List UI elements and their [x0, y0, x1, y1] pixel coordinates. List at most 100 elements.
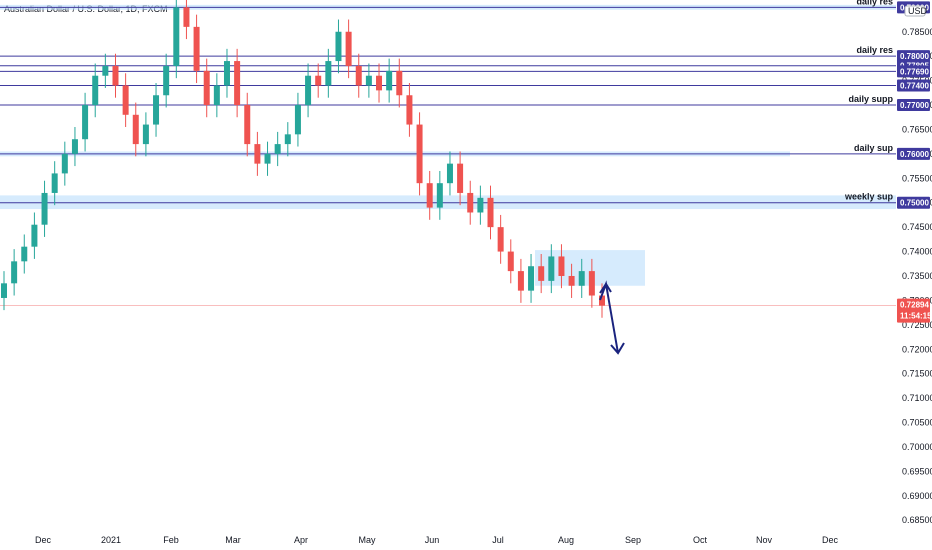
price-tag-label: 0.77690	[900, 67, 929, 76]
candle-body	[406, 95, 413, 125]
price-tag-bg	[897, 147, 930, 160]
x-tick-label: Dec	[822, 535, 839, 545]
candle-body	[365, 75, 372, 86]
candle-body	[355, 65, 362, 86]
candle-body	[21, 246, 28, 262]
candle-body	[122, 85, 129, 115]
candle-body	[112, 65, 119, 86]
forecast-arrow-layer	[599, 280, 625, 355]
candle-body	[446, 163, 453, 184]
level-label-6: weekly sup	[844, 192, 894, 202]
candle-body	[264, 153, 271, 164]
candle-body	[507, 251, 514, 272]
price-tag-bg	[897, 50, 930, 63]
candle-body	[386, 70, 393, 91]
candle-body	[528, 266, 535, 291]
candle-body	[315, 75, 322, 86]
candle-body	[61, 153, 68, 174]
y-tick-label: 0.72000	[902, 344, 932, 354]
y-tick-label: 0.76500	[902, 124, 932, 134]
candle-body	[426, 183, 433, 208]
candle-body	[538, 266, 545, 281]
current-price-tag-bg	[897, 298, 930, 323]
candle-body	[213, 85, 220, 106]
x-tick-label: May	[358, 535, 376, 545]
time-axis: Dec 2021 Feb Mar Apr May Jun Jul Aug Sep Oct Nov Dec	[35, 535, 839, 545]
candle-body	[568, 275, 575, 286]
x-tick-label: Nov	[756, 535, 773, 545]
x-tick-label: Apr	[294, 535, 308, 545]
x-tick-label: Dec	[35, 535, 52, 545]
y-tick-label: 0.72500	[902, 320, 932, 330]
x-tick-label: 2021	[101, 535, 121, 545]
candle-body	[396, 70, 403, 96]
current-price-value: 0.72894	[900, 301, 929, 310]
price-tag-label: 0.75000	[900, 199, 929, 208]
y-tick-label: 0.74500	[902, 222, 932, 232]
candle-body	[102, 65, 109, 76]
candle-body	[11, 261, 18, 284]
x-tick-label: Jun	[425, 535, 440, 545]
price-tag-bg	[897, 79, 930, 92]
price-tags-layer: 0.780000.778050.776900.774000.770000.760…	[897, 1, 932, 323]
zones-layer	[0, 4, 896, 286]
candle-body	[578, 271, 585, 286]
candle-body	[294, 105, 301, 135]
x-tick-label: Jul	[492, 535, 504, 545]
y-tick-label: 0.68500	[902, 515, 932, 525]
x-tick-label: Sep	[625, 535, 641, 545]
y-tick-label: 0.71500	[902, 369, 932, 379]
currency-badge: USD	[908, 6, 928, 16]
candle-body	[51, 173, 58, 193]
y-tick-label: 0.78500	[902, 27, 932, 37]
candle-body	[1, 283, 7, 298]
candle-body	[376, 75, 383, 91]
y-tick-label: 0.71000	[902, 393, 932, 403]
candle-body	[477, 197, 484, 213]
level-label-4: daily supp	[848, 94, 893, 104]
y-tick-label: 0.75500	[902, 173, 932, 183]
y-tick-label: 0.69500	[902, 466, 932, 476]
price-tag-bg	[897, 65, 930, 78]
level-label-0: daily res	[856, 45, 893, 55]
candle-body	[467, 192, 474, 213]
candle-body	[457, 163, 464, 193]
candle-body	[548, 256, 555, 281]
currency-badge-bg	[904, 5, 926, 17]
levels-layer: daily res daily supp daily sup weekly sup da…	[0, 0, 896, 306]
candle-body	[234, 61, 241, 106]
candle-body	[588, 271, 595, 296]
candle-body	[305, 75, 312, 106]
candle-body	[142, 124, 149, 145]
countdown-value: 11:54:15	[900, 312, 932, 321]
x-tick-label: Oct	[693, 535, 708, 545]
price-axis-bg	[896, 0, 932, 550]
x-tick-label: Mar	[225, 535, 241, 545]
y-tick-label: 0.73500	[902, 271, 932, 281]
candles-layer	[1, 0, 605, 318]
forecast-arrow	[599, 280, 619, 354]
candle-body	[254, 144, 261, 164]
price-tag-bg	[897, 196, 930, 209]
candle-body	[284, 134, 291, 145]
level-label-7: daily res	[856, 0, 893, 6]
candle-body	[244, 105, 251, 145]
price-tag-label: 0.76000	[900, 150, 929, 159]
candle-body	[153, 95, 160, 125]
candle-body	[71, 139, 78, 154]
candle-body	[163, 65, 170, 96]
candle-body	[183, 7, 190, 27]
price-tag-label: 0.78000	[900, 52, 929, 61]
candle-body	[173, 7, 180, 66]
candle-body	[558, 256, 565, 276]
y-tick-label: 0.70500	[902, 418, 932, 428]
candle-body	[41, 192, 48, 225]
candle-body	[335, 31, 342, 62]
price-tag-bg	[897, 99, 930, 112]
x-tick-label: Feb	[163, 535, 179, 545]
price-tag-label: 0.77000	[900, 101, 929, 110]
candle-body	[416, 124, 423, 184]
candle-body	[599, 295, 605, 306]
candle-body	[92, 75, 99, 106]
